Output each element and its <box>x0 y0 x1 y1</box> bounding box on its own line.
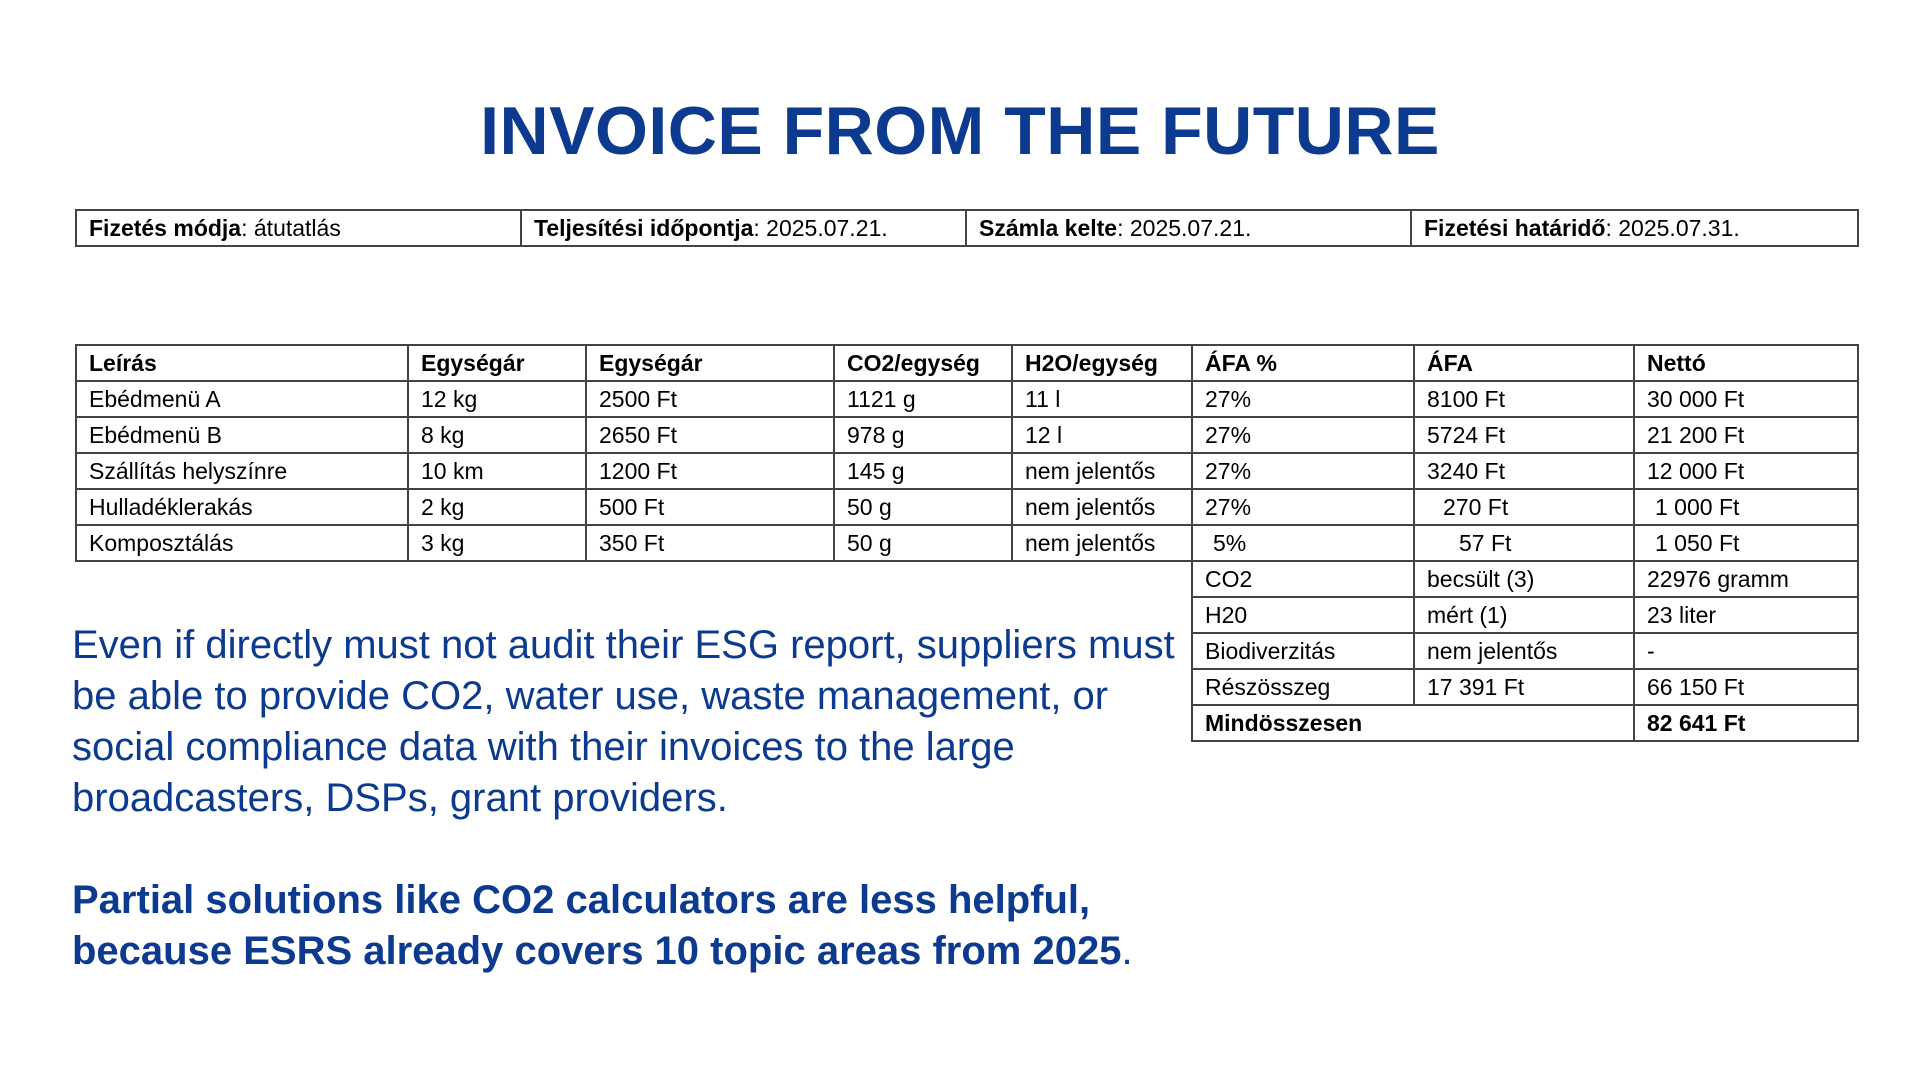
table-cell: 1200 Ft <box>585 452 835 490</box>
summary-cell: 66 150 Ft <box>1633 668 1859 706</box>
table-cell: Ebédmenü B <box>75 416 409 454</box>
page-title: INVOICE FROM THE FUTURE <box>480 93 1440 169</box>
table-cell: 12 kg <box>407 380 587 418</box>
table-cell: 57 Ft <box>1413 524 1635 562</box>
table-cell: 27% <box>1191 452 1415 490</box>
summary-row-co2: CO2 becsült (3) 22976 gramm <box>76 560 1859 598</box>
table-row: Hulladéklerakás 2 kg 500 Ft 50 g nem jel… <box>75 488 1859 526</box>
invoice-items-table: Leírás Egységár Egységár CO2/egység H2O/… <box>75 344 1859 742</box>
summary-label: H20 <box>1191 596 1415 634</box>
table-cell: 27% <box>1191 380 1415 418</box>
table-cell: Szállítás helyszínre <box>75 452 409 490</box>
table-row: Szállítás helyszínre 10 km 1200 Ft 145 g… <box>75 452 1859 490</box>
total-row: Mindösszesen 82 641 Ft <box>76 704 1859 742</box>
header-cell: H2O/egység <box>1011 344 1193 382</box>
table-cell: 11 l <box>1011 380 1193 418</box>
summary-label: Biodiverzitás <box>1191 632 1415 670</box>
table-row: Ebédmenü A 12 kg 2500 Ft 1121 g 11 l 27%… <box>75 380 1859 418</box>
table-cell: 3 kg <box>407 524 587 562</box>
meta-fulfillment-date: Teljesítési időpontja: 2025.07.21. <box>520 209 967 247</box>
table-cell: 500 Ft <box>585 488 835 526</box>
table-cell: Hulladéklerakás <box>75 488 409 526</box>
summary-row-h2o: H20 mért (1) 23 liter <box>76 596 1859 634</box>
table-cell: Ebédmenü A <box>75 380 409 418</box>
summary-cell: nem jelentős <box>1413 632 1635 670</box>
table-row: Ebédmenü B 8 kg 2650 Ft 978 g 12 l 27% 5… <box>75 416 1859 454</box>
table-cell: Komposztálás <box>75 524 409 562</box>
summary-cell: 22976 gramm <box>1633 560 1859 598</box>
table-cell: 50 g <box>833 524 1013 562</box>
table-cell: 270 Ft <box>1413 488 1635 526</box>
table-cell: 3240 Ft <box>1413 452 1635 490</box>
meta-due-date: Fizetési határidő: 2025.07.31. <box>1410 209 1859 247</box>
summary-cell: mért (1) <box>1413 596 1635 634</box>
summary-cell: becsült (3) <box>1413 560 1635 598</box>
table-cell: 1 050 Ft <box>1633 524 1859 562</box>
table-cell: 145 g <box>833 452 1013 490</box>
meta-invoice-date: Számla kelte: 2025.07.21. <box>965 209 1412 247</box>
table-cell: 8 kg <box>407 416 587 454</box>
esg-paragraph: Even if directly must not audit their ES… <box>72 623 1175 820</box>
summary-cell: 23 liter <box>1633 596 1859 634</box>
table-cell: nem jelentős <box>1011 452 1193 490</box>
table-cell: 2 kg <box>407 488 587 526</box>
table-cell: 8100 Ft <box>1413 380 1635 418</box>
table-cell: 978 g <box>833 416 1013 454</box>
header-cell: ÁFA % <box>1191 344 1415 382</box>
table-cell: nem jelentős <box>1011 488 1193 526</box>
table-cell: 30 000 Ft <box>1633 380 1859 418</box>
table-cell: 1 000 Ft <box>1633 488 1859 526</box>
summary-cell: 17 391 Ft <box>1413 668 1635 706</box>
table-cell: 2650 Ft <box>585 416 835 454</box>
total-label: Mindösszesen <box>1191 704 1635 742</box>
summary-row-biodiversity: Biodiverzitás nem jelentős - <box>76 632 1859 670</box>
table-row: Komposztálás 3 kg 350 Ft 50 g nem jelent… <box>75 524 1859 562</box>
total-value: 82 641 Ft <box>1633 704 1859 742</box>
header-cell: Egységár <box>585 344 835 382</box>
table-cell: 12 l <box>1011 416 1193 454</box>
table-cell: 350 Ft <box>585 524 835 562</box>
table-cell: 27% <box>1191 416 1415 454</box>
summary-cell: - <box>1633 632 1859 670</box>
table-cell: 5724 Ft <box>1413 416 1635 454</box>
summary-label: Részösszeg <box>1191 668 1415 706</box>
table-cell: 21 200 Ft <box>1633 416 1859 454</box>
header-cell: CO2/egység <box>833 344 1013 382</box>
table-cell: 27% <box>1191 488 1415 526</box>
header-cell: Leírás <box>75 344 409 382</box>
table-cell: 2500 Ft <box>585 380 835 418</box>
summary-label: CO2 <box>1191 560 1415 598</box>
summary-row-subtotal: Részösszeg 17 391 Ft 66 150 Ft <box>76 668 1859 706</box>
header-cell: Nettó <box>1633 344 1859 382</box>
table-cell: 1121 g <box>833 380 1013 418</box>
table-header-row: Leírás Egységár Egységár CO2/egység H2O/… <box>75 344 1859 382</box>
table-cell: 50 g <box>833 488 1013 526</box>
header-cell: Egységár <box>407 344 587 382</box>
table-cell: 10 km <box>407 452 587 490</box>
table-cell: nem jelentős <box>1011 524 1193 562</box>
table-cell: 5% <box>1191 524 1415 562</box>
table-cell: 12 000 Ft <box>1633 452 1859 490</box>
invoice-meta-table: Fizetés módja: átutatlás Teljesítési idő… <box>75 209 1859 247</box>
description-text: Even if directly must not audit their ES… <box>72 620 1182 977</box>
header-cell: ÁFA <box>1413 344 1635 382</box>
esrs-paragraph: Partial solutions like CO2 calculators a… <box>72 878 1133 973</box>
meta-payment-method: Fizetés módja: átutatlás <box>75 209 522 247</box>
